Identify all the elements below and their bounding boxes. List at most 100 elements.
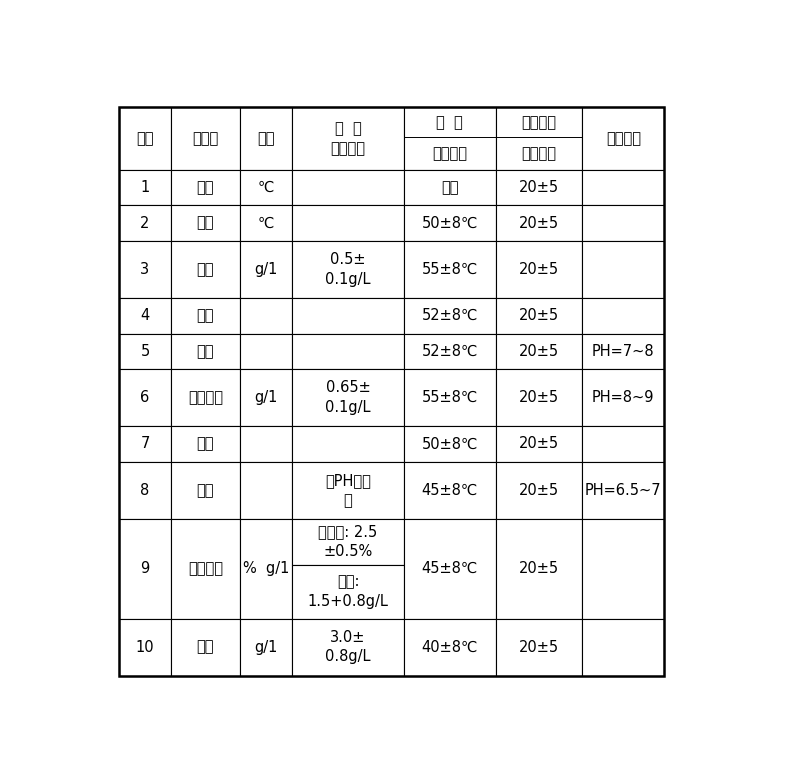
Text: PH=8~9: PH=8~9 bbox=[592, 390, 654, 406]
Text: 水洗: 水洗 bbox=[197, 308, 214, 323]
Bar bbox=[582, 462, 664, 519]
Bar bbox=[118, 618, 171, 675]
Text: 20±5: 20±5 bbox=[519, 344, 559, 359]
Bar bbox=[404, 426, 495, 462]
Bar bbox=[292, 205, 404, 241]
Bar bbox=[118, 519, 171, 618]
Bar bbox=[292, 519, 404, 564]
Text: 常温: 常温 bbox=[441, 180, 458, 195]
Bar bbox=[404, 334, 495, 369]
Bar bbox=[292, 107, 404, 170]
Bar bbox=[239, 298, 292, 334]
Bar bbox=[495, 519, 582, 618]
Text: 55±8℃: 55±8℃ bbox=[422, 262, 478, 277]
Bar bbox=[404, 205, 495, 241]
Bar bbox=[239, 618, 292, 675]
Text: 52±8℃: 52±8℃ bbox=[422, 344, 478, 359]
Bar bbox=[582, 170, 664, 205]
Text: 水洗: 水洗 bbox=[197, 180, 214, 195]
Bar bbox=[118, 426, 171, 462]
Bar bbox=[582, 334, 664, 369]
Text: ℃: ℃ bbox=[258, 216, 274, 231]
Text: 水洗: 水洗 bbox=[197, 436, 214, 452]
Bar bbox=[171, 170, 239, 205]
Text: 8: 8 bbox=[140, 483, 150, 498]
Bar bbox=[495, 369, 582, 426]
Bar bbox=[292, 241, 404, 298]
Text: PH=6.5~7: PH=6.5~7 bbox=[585, 483, 662, 498]
Text: 20±5: 20±5 bbox=[519, 262, 559, 277]
Text: 柔软整理: 柔软整理 bbox=[188, 561, 223, 576]
Bar bbox=[495, 298, 582, 334]
Bar bbox=[495, 170, 582, 205]
Bar bbox=[239, 519, 292, 618]
Text: ℃: ℃ bbox=[258, 180, 274, 195]
Text: 55±8℃: 55±8℃ bbox=[422, 390, 478, 406]
Bar bbox=[239, 241, 292, 298]
Bar bbox=[239, 205, 292, 241]
Text: 9: 9 bbox=[140, 561, 150, 576]
Text: 水洗: 水洗 bbox=[197, 483, 214, 498]
Bar bbox=[404, 170, 495, 205]
Text: 油剂: 油剂 bbox=[197, 639, 214, 655]
Bar bbox=[582, 519, 664, 618]
Bar bbox=[171, 618, 239, 675]
Bar bbox=[292, 426, 404, 462]
Bar bbox=[292, 298, 404, 334]
Text: 级数: 级数 bbox=[136, 131, 154, 146]
Text: 1: 1 bbox=[140, 180, 150, 195]
Text: 3.0±
0.8g/L: 3.0± 0.8g/L bbox=[326, 630, 370, 665]
Text: 20±5: 20±5 bbox=[519, 561, 559, 576]
Text: 柔软剂: 2.5
±0.5%: 柔软剂: 2.5 ±0.5% bbox=[318, 524, 378, 559]
Text: 20±5: 20±5 bbox=[519, 390, 559, 406]
Bar bbox=[171, 426, 239, 462]
Text: 0.5±
0.1g/L: 0.5± 0.1g/L bbox=[326, 252, 370, 287]
Bar bbox=[404, 298, 495, 334]
Bar bbox=[495, 426, 582, 462]
Text: 6: 6 bbox=[140, 390, 150, 406]
Bar bbox=[292, 334, 404, 369]
Text: 2: 2 bbox=[140, 216, 150, 231]
Bar bbox=[118, 170, 171, 205]
Text: 油剂:
1.5+0.8g/L: 油剂: 1.5+0.8g/L bbox=[307, 574, 389, 609]
Text: 52±8℃: 52±8℃ bbox=[422, 308, 478, 323]
Text: 5: 5 bbox=[140, 344, 150, 359]
Text: 碱洗: 碱洗 bbox=[197, 262, 214, 277]
Bar bbox=[292, 369, 404, 426]
Bar bbox=[292, 618, 404, 675]
Bar bbox=[239, 334, 292, 369]
Text: 20±5: 20±5 bbox=[519, 216, 559, 231]
Bar bbox=[171, 205, 239, 241]
Bar bbox=[118, 369, 171, 426]
Bar bbox=[404, 369, 495, 426]
Bar bbox=[582, 426, 664, 462]
Bar bbox=[239, 426, 292, 462]
Bar bbox=[239, 107, 292, 170]
Bar bbox=[582, 298, 664, 334]
Bar bbox=[404, 618, 495, 675]
Bar bbox=[495, 462, 582, 519]
Bar bbox=[171, 334, 239, 369]
Bar bbox=[582, 205, 664, 241]
Text: （分钟）: （分钟） bbox=[522, 146, 557, 161]
Bar bbox=[118, 334, 171, 369]
Bar bbox=[239, 369, 292, 426]
Bar bbox=[404, 107, 495, 170]
Bar bbox=[118, 205, 171, 241]
Text: 水洗: 水洗 bbox=[197, 216, 214, 231]
Text: 3: 3 bbox=[140, 262, 150, 277]
Text: 50±8℃: 50±8℃ bbox=[422, 216, 478, 231]
Bar bbox=[292, 462, 404, 519]
Text: 7: 7 bbox=[140, 436, 150, 452]
Text: 50±8℃: 50±8℃ bbox=[422, 436, 478, 452]
Bar bbox=[495, 241, 582, 298]
Text: g/1: g/1 bbox=[254, 262, 278, 277]
Text: PH=7~8: PH=7~8 bbox=[592, 344, 654, 359]
Text: 45±8℃: 45±8℃ bbox=[422, 561, 478, 576]
Text: 单位: 单位 bbox=[257, 131, 274, 146]
Bar bbox=[239, 170, 292, 205]
Bar bbox=[495, 618, 582, 675]
Text: g/1: g/1 bbox=[254, 390, 278, 406]
Bar bbox=[118, 241, 171, 298]
Bar bbox=[292, 564, 404, 618]
